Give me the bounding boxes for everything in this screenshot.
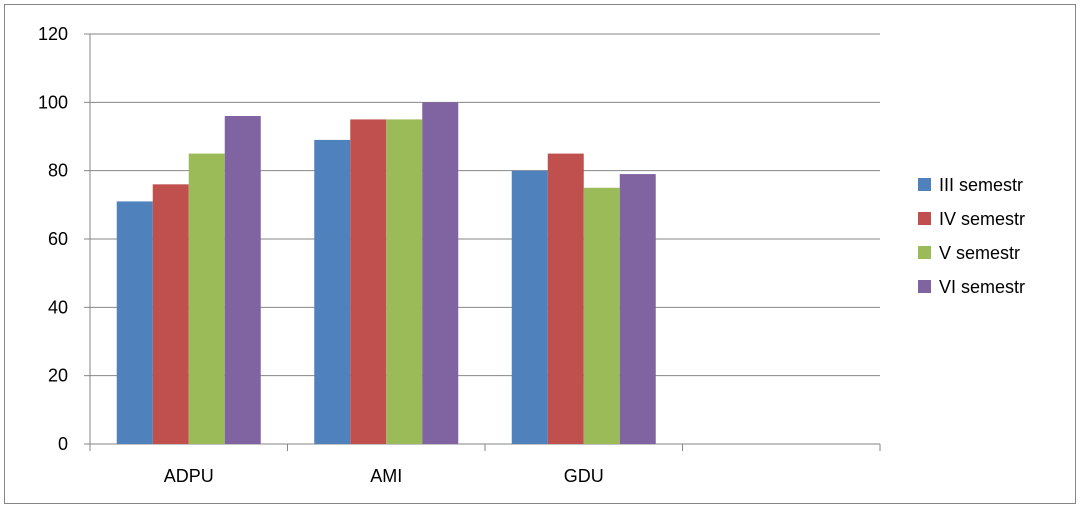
bar-adpu-series-3 bbox=[188, 153, 225, 445]
bar-adpu-series-2 bbox=[152, 184, 189, 445]
legend-label: III semestr bbox=[939, 175, 1023, 195]
y-tick-label: 120 bbox=[38, 24, 68, 44]
x-tick-label: AMI bbox=[370, 466, 402, 486]
y-tick-label: 20 bbox=[48, 366, 68, 386]
bar-ami-series-3 bbox=[386, 119, 423, 445]
bar-ami-series-2 bbox=[350, 119, 387, 445]
legend-label: VI semestr bbox=[939, 277, 1025, 297]
bar-adpu-series-1 bbox=[116, 201, 153, 444]
legend-swatch bbox=[918, 178, 931, 191]
bar-ami-series-4 bbox=[422, 102, 459, 444]
bar-gdu-series-4 bbox=[619, 174, 656, 445]
legend-label: IV semestr bbox=[939, 209, 1025, 229]
legend: III semestr IV semestr V semestr VI semestr bbox=[918, 175, 1025, 297]
y-axis-tick-labels: 0 20 40 60 80 100 120 bbox=[38, 24, 68, 454]
bars bbox=[116, 102, 656, 445]
y-tick-label: 60 bbox=[48, 229, 68, 249]
bar-gdu-series-3 bbox=[583, 187, 620, 444]
x-tick-label: ADPU bbox=[164, 466, 214, 486]
legend-swatch bbox=[918, 212, 931, 225]
bar-ami-series-1 bbox=[314, 139, 351, 444]
bar-adpu-series-4 bbox=[224, 116, 261, 444]
y-tick-label: 40 bbox=[48, 297, 68, 317]
axes bbox=[84, 33, 881, 451]
x-axis-tick-labels: ADPU AMI GDU bbox=[164, 466, 604, 486]
bar-gdu-series-2 bbox=[547, 153, 584, 445]
y-tick-label: 80 bbox=[48, 161, 68, 181]
y-tick-label: 100 bbox=[38, 92, 68, 112]
bar-gdu-series-1 bbox=[511, 170, 548, 444]
legend-label: V semestr bbox=[939, 243, 1020, 263]
legend-swatch bbox=[918, 280, 931, 293]
y-tick-label: 0 bbox=[58, 434, 68, 454]
x-tick-label: GDU bbox=[564, 466, 604, 486]
legend-swatch bbox=[918, 246, 931, 259]
